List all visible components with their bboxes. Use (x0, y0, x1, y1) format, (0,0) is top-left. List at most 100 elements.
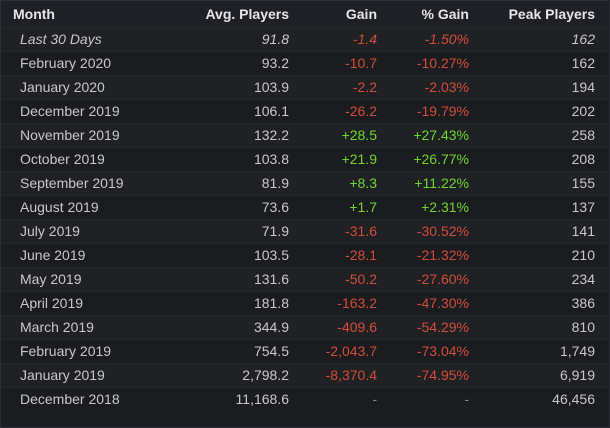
gain-cell: -10.7 (297, 50, 385, 75)
gain-cell: -2,043.7 (297, 338, 385, 363)
avg-players-cell: 81.9 (191, 170, 297, 195)
month-cell: January 2019 (1, 362, 191, 387)
table-row: July 2019 71.9 -31.6 -30.52% 141 (1, 218, 609, 243)
month-cell: December 2018 (1, 386, 191, 411)
peak-players-cell: 202 (477, 98, 609, 123)
month-cell: Last 30 Days (1, 26, 191, 51)
peak-players-cell: 155 (477, 170, 609, 195)
table-body: Last 30 Days 91.8 -1.4 -1.50% 162 Februa… (1, 26, 609, 411)
peak-players-cell: 208 (477, 146, 609, 171)
peak-players-cell: 1,749 (477, 338, 609, 363)
avg-players-cell: 2,798.2 (191, 362, 297, 387)
month-cell: August 2019 (1, 194, 191, 219)
column-header-gain[interactable]: Gain (345, 5, 377, 22)
gain-cell: +21.9 (297, 146, 385, 171)
percent-gain-cell: -19.79% (385, 98, 477, 123)
percent-gain-cell: -74.95% (385, 362, 477, 387)
avg-players-cell: 131.6 (191, 266, 297, 291)
percent-gain-cell: +26.77% (385, 146, 477, 171)
gain-cell: -8,370.4 (297, 362, 385, 387)
peak-players-cell: 234 (477, 266, 609, 291)
peak-players-cell: 46,456 (477, 386, 609, 411)
month-cell: November 2019 (1, 122, 191, 147)
percent-gain-cell: -21.32% (385, 242, 477, 267)
gain-cell: -2.2 (297, 74, 385, 99)
table-row: February 2019 754.5 -2,043.7 -73.04% 1,7… (1, 338, 609, 363)
peak-players-cell: 141 (477, 218, 609, 243)
month-cell: September 2019 (1, 170, 191, 195)
peak-players-cell: 6,919 (477, 362, 609, 387)
peak-players-cell: 386 (477, 290, 609, 315)
table-row: December 2018 11,168.6 - - 46,456 (1, 386, 609, 411)
avg-players-cell: 11,168.6 (191, 386, 297, 411)
gain-cell: -1.4 (297, 26, 385, 51)
peak-players-cell: 810 (477, 314, 609, 339)
gain-cell: +8.3 (297, 170, 385, 195)
avg-players-cell: 754.5 (191, 338, 297, 363)
gain-cell: +1.7 (297, 194, 385, 219)
avg-players-cell: 106.1 (191, 98, 297, 123)
percent-gain-cell: +11.22% (385, 170, 477, 195)
avg-players-cell: 103.5 (191, 242, 297, 267)
peak-players-cell: 258 (477, 122, 609, 147)
month-cell: June 2019 (1, 242, 191, 267)
percent-gain-cell: -1.50% (385, 26, 477, 51)
table-row: January 2020 103.9 -2.2 -2.03% 194 (1, 74, 609, 99)
gain-cell: +28.5 (297, 122, 385, 147)
month-cell: May 2019 (1, 266, 191, 291)
month-cell: October 2019 (1, 146, 191, 171)
table-row: September 2019 81.9 +8.3 +11.22% 155 (1, 170, 609, 195)
avg-players-cell: 71.9 (191, 218, 297, 243)
table-row: August 2019 73.6 +1.7 +2.31% 137 (1, 194, 609, 219)
table-row: May 2019 131.6 -50.2 -27.60% 234 (1, 266, 609, 291)
month-cell: March 2019 (1, 314, 191, 339)
table-row: June 2019 103.5 -28.1 -21.32% 210 (1, 242, 609, 267)
avg-players-cell: 344.9 (191, 314, 297, 339)
peak-players-cell: 210 (477, 242, 609, 267)
table-row: Last 30 Days 91.8 -1.4 -1.50% 162 (1, 26, 609, 51)
table-row: October 2019 103.8 +21.9 +26.77% 208 (1, 146, 609, 171)
avg-players-cell: 181.8 (191, 290, 297, 315)
gain-cell: - (297, 386, 385, 411)
header-row: Month Avg. Players Gain % Gain Peak Play… (1, 1, 609, 27)
table-row: April 2019 181.8 -163.2 -47.30% 386 (1, 290, 609, 315)
peak-players-cell: 162 (477, 50, 609, 75)
month-cell: February 2020 (1, 50, 191, 75)
table-row: November 2019 132.2 +28.5 +27.43% 258 (1, 122, 609, 147)
month-cell: April 2019 (1, 290, 191, 315)
avg-players-cell: 73.6 (191, 194, 297, 219)
percent-gain-cell: -27.60% (385, 266, 477, 291)
avg-players-cell: 93.2 (191, 50, 297, 75)
percent-gain-cell: -73.04% (385, 338, 477, 363)
column-header-month[interactable]: Month (13, 5, 55, 22)
percent-gain-cell: +2.31% (385, 194, 477, 219)
percent-gain-cell: -2.03% (385, 74, 477, 99)
gain-cell: -28.1 (297, 242, 385, 267)
table-row: March 2019 344.9 -409.6 -54.29% 810 (1, 314, 609, 339)
percent-gain-cell: -54.29% (385, 314, 477, 339)
column-header-percent-gain[interactable]: % Gain (421, 5, 469, 22)
peak-players-cell: 162 (477, 26, 609, 51)
table-header: Month Avg. Players Gain % Gain Peak Play… (1, 1, 609, 27)
month-cell: December 2019 (1, 98, 191, 123)
gain-cell: -31.6 (297, 218, 385, 243)
avg-players-cell: 103.9 (191, 74, 297, 99)
month-cell: January 2020 (1, 74, 191, 99)
percent-gain-cell: -10.27% (385, 50, 477, 75)
avg-players-cell: 91.8 (191, 26, 297, 51)
gain-cell: -409.6 (297, 314, 385, 339)
gain-cell: -26.2 (297, 98, 385, 123)
avg-players-cell: 103.8 (191, 146, 297, 171)
column-header-avg-players[interactable]: Avg. Players (205, 5, 289, 22)
percent-gain-cell: - (385, 386, 477, 411)
month-cell: July 2019 (1, 218, 191, 243)
gain-cell: -163.2 (297, 290, 385, 315)
table-row: January 2019 2,798.2 -8,370.4 -74.95% 6,… (1, 362, 609, 387)
gain-cell: -50.2 (297, 266, 385, 291)
column-header-peak-players[interactable]: Peak Players (508, 5, 595, 22)
table-row: December 2019 106.1 -26.2 -19.79% 202 (1, 98, 609, 123)
percent-gain-cell: -30.52% (385, 218, 477, 243)
peak-players-cell: 194 (477, 74, 609, 99)
percent-gain-cell: +27.43% (385, 122, 477, 147)
